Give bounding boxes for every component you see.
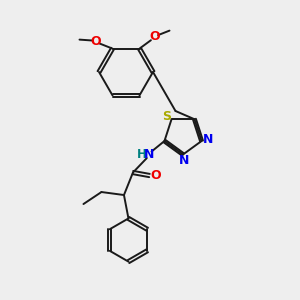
Text: O: O	[91, 34, 101, 48]
Text: S: S	[162, 110, 171, 123]
Text: N: N	[203, 133, 213, 146]
Text: N: N	[144, 148, 154, 161]
Text: O: O	[149, 30, 160, 43]
Text: N: N	[179, 154, 190, 167]
Text: H: H	[137, 148, 147, 161]
Text: O: O	[150, 169, 161, 182]
